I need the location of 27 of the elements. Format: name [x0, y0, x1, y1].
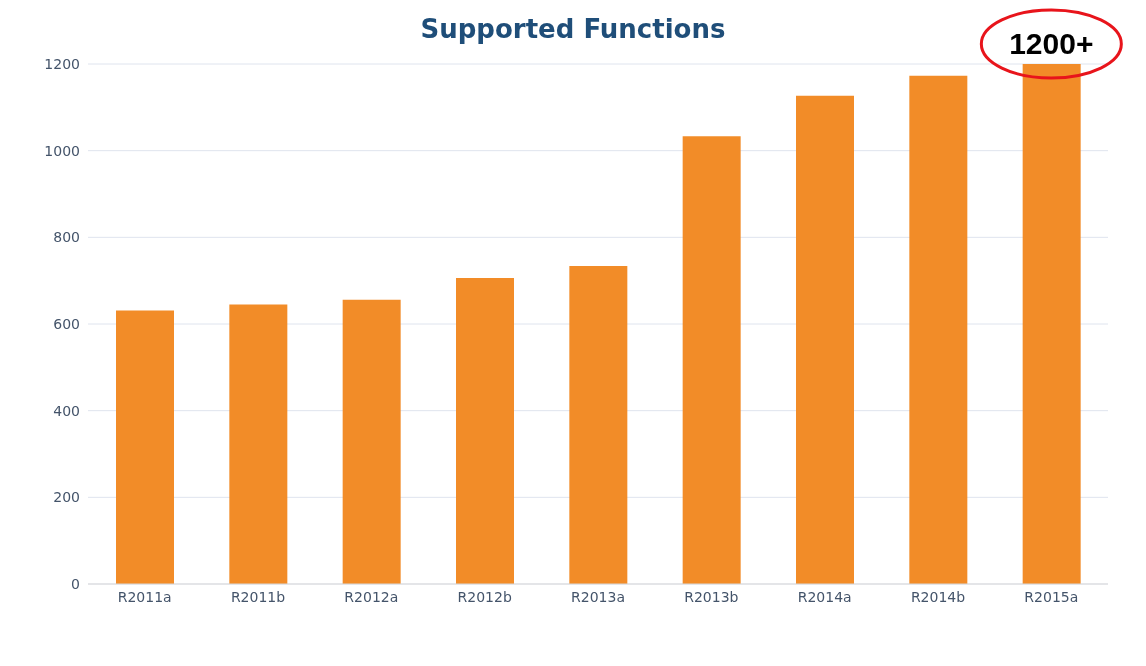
y-tick-label: 400 [53, 402, 80, 419]
x-tick-label: R2014a [797, 588, 852, 605]
chart-title: Supported Functions [420, 14, 726, 44]
x-tick-label: R2014b [910, 588, 966, 605]
bar [229, 304, 288, 584]
x-tick-label: R2012a [344, 588, 399, 605]
x-tick-label: R2012b [457, 588, 512, 605]
annotation: 1200+ [1009, 27, 1094, 60]
y-tick-label: 0 [71, 575, 80, 592]
bar [456, 278, 514, 584]
bar [909, 75, 968, 584]
y-tick-label: 800 [53, 229, 80, 246]
y-tick-label: 600 [53, 315, 80, 332]
y-tick-label: 1000 [44, 142, 80, 159]
bar [342, 299, 401, 584]
x-tick-label: R2011b [230, 588, 286, 605]
bar [682, 136, 741, 584]
x-tick-label: R2013b [684, 588, 739, 605]
y-tick-label: 200 [53, 489, 80, 506]
bar [1022, 64, 1081, 584]
y-tick-label: 1200 [44, 55, 80, 72]
bar [116, 310, 174, 584]
bar [569, 265, 628, 584]
x-tick-label: R2013a [571, 588, 625, 605]
x-tick-label: R2011a [117, 588, 172, 605]
x-tick-label: R2015a [1024, 588, 1079, 605]
bar [796, 95, 854, 584]
